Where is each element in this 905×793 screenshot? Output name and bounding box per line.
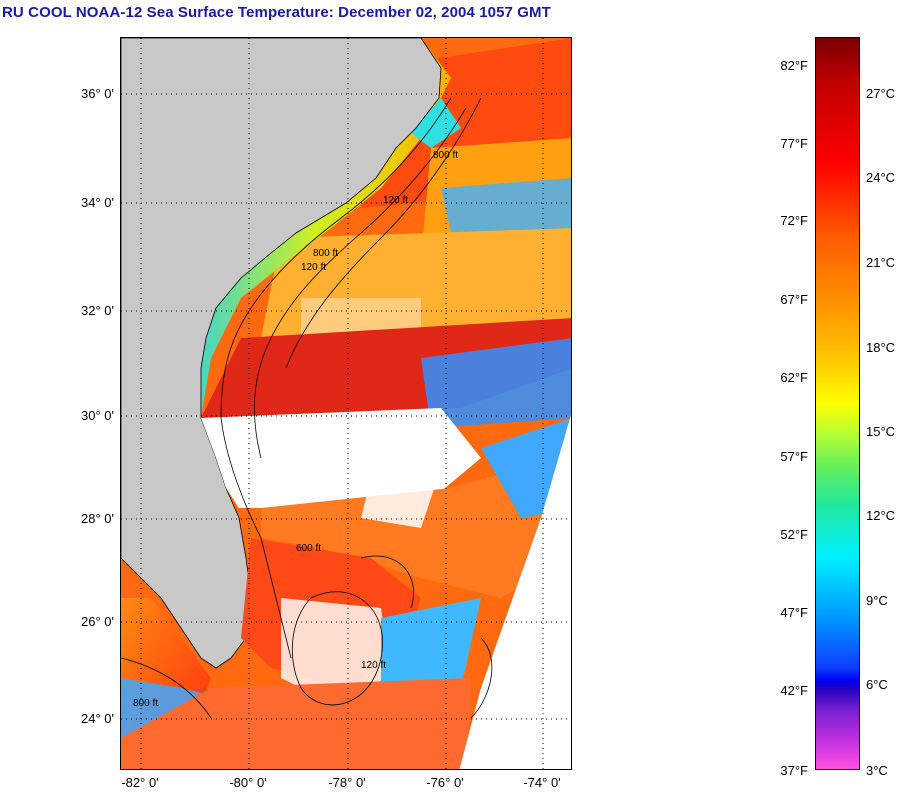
- colorbar-c-3: 3°C: [866, 763, 888, 778]
- lat-label-24: 24° 0': [81, 711, 114, 726]
- cool-filament-1: [441, 178, 571, 238]
- cloud-cover-bahamas: [281, 598, 391, 698]
- cloud-cover-mid: [361, 468, 441, 528]
- contour-120ft: [220, 97, 452, 659]
- cool-water-east: [421, 338, 571, 428]
- land-mass: [121, 38, 442, 669]
- colorbar-f-47: 47°F: [780, 605, 808, 620]
- tongue-of-ocean-cool: [381, 598, 481, 698]
- lat-label-28: 28° 0': [81, 511, 114, 526]
- map-title: RU COOL NOAA-12 Sea Surface Temperature:…: [2, 4, 551, 21]
- colorbar-c-12: 12°C: [866, 508, 896, 523]
- colorbar-f-52: 52°F: [780, 527, 808, 542]
- contour-bahamas-east: [470, 637, 493, 719]
- warm-water-florida-straits: [261, 458, 571, 598]
- haze-patch: [301, 298, 421, 338]
- nearshore-cool-band: [181, 38, 451, 418]
- temperature-colorbar: [815, 37, 860, 770]
- colorbar-f-62: 62°F: [780, 370, 808, 385]
- lat-label-26: 26° 0': [81, 614, 114, 629]
- contour-label-6: 120 ft: [361, 660, 386, 671]
- lat-label-32: 32° 0': [81, 303, 114, 318]
- colorbar-f-72: 72°F: [780, 213, 808, 228]
- contour-label-4: 120 ft: [301, 262, 326, 273]
- contour-label-2: 120 ft: [383, 195, 408, 206]
- sst-map-image: 800 ft 120 ft 800 ft 120 ft 600 ft 120 f…: [121, 38, 571, 769]
- colorbar-f-57: 57°F: [780, 449, 808, 464]
- graticule: [121, 38, 571, 769]
- contour-bahamas-north: [360, 555, 414, 609]
- contour-label-7: 800 ft: [133, 698, 158, 709]
- contour-800ft: [285, 97, 482, 369]
- colorbar-c-24: 24°C: [866, 170, 896, 185]
- lon-label-76: -76° 0': [426, 775, 464, 790]
- colorbar-c-27: 27°C: [866, 86, 896, 101]
- colorbar-c-9: 9°C: [866, 593, 888, 608]
- lon-label-78: -78° 0': [328, 775, 366, 790]
- colorbar-f-77: 77°F: [780, 136, 808, 151]
- contour-bahamas-bank: [291, 591, 383, 706]
- contour-gulf: [121, 657, 212, 719]
- colorbar-f-82: 82°F: [780, 58, 808, 73]
- colorbar-f-37: 37°F: [780, 763, 808, 778]
- colorbar-c-6: 6°C: [866, 677, 888, 692]
- southern-warm-water: [121, 678, 471, 769]
- colorbar-c-21: 21°C: [866, 255, 896, 270]
- colorbar-c-15: 15°C: [866, 424, 896, 439]
- colorbar-f-67: 67°F: [780, 292, 808, 307]
- contour-label-1: 800 ft: [433, 150, 458, 161]
- contour-label-5: 600 ft: [296, 543, 321, 554]
- contour-600ft: [254, 107, 467, 459]
- lat-label-34: 34° 0': [81, 195, 114, 210]
- lon-label-80: -80° 0': [229, 775, 267, 790]
- contour-label-3: 800 ft: [313, 248, 338, 259]
- no-data-swath: [459, 414, 571, 769]
- colorbar-f-42: 42°F: [780, 683, 808, 698]
- lat-label-30: 30° 0': [81, 408, 114, 423]
- colorbar-c-18: 18°C: [866, 340, 896, 355]
- sst-map: 800 ft 120 ft 800 ft 120 ft 600 ft 120 f…: [120, 37, 572, 770]
- lat-label-36: 36° 0': [81, 86, 114, 101]
- lon-label-74: -74° 0': [523, 775, 561, 790]
- lon-label-82: -82° 0': [121, 775, 159, 790]
